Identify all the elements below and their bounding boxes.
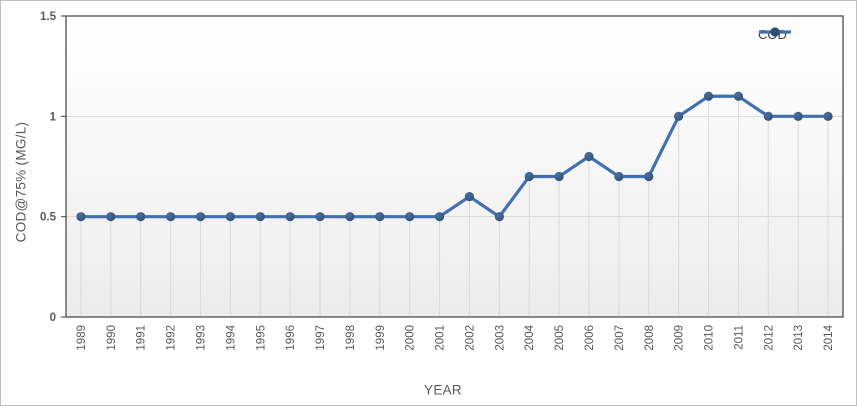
x-tick-label: 2001 <box>435 325 447 351</box>
x-tick-label: 2011 <box>733 325 745 350</box>
x-tick-label: 2007 <box>614 325 626 351</box>
data-point-2009 <box>674 111 684 121</box>
x-tick-label: 2000 <box>405 325 417 351</box>
x-tick-label: 2005 <box>554 325 566 351</box>
y-tick-label: 1 <box>50 111 57 123</box>
x-tick-label: 2012 <box>763 325 775 351</box>
data-point-1997 <box>315 212 325 222</box>
data-point-1993 <box>195 212 206 222</box>
data-point-2001 <box>434 212 445 222</box>
x-tick-label: 1995 <box>255 325 267 351</box>
x-tick-label: 2004 <box>524 324 536 350</box>
legend-line-marker-icon <box>759 27 791 37</box>
data-point-1990 <box>106 212 116 222</box>
data-point-2002 <box>464 192 475 202</box>
x-tick-label: 1991 <box>136 325 148 351</box>
data-point-1998 <box>345 212 355 222</box>
y-tick-label: 1.5 <box>40 11 57 23</box>
legend: COD <box>758 26 791 42</box>
y-axis-title: COD@75% (MG/L) <box>13 121 29 243</box>
data-point-2008 <box>644 171 654 182</box>
x-tick-label: 2013 <box>793 325 805 351</box>
x-tick-label: 1992 <box>166 325 178 351</box>
plot-border <box>65 15 844 318</box>
x-tick-label: 2006 <box>584 325 596 351</box>
x-axis-title: YEAR <box>424 382 462 398</box>
data-point-2014 <box>823 111 833 121</box>
data-point-2004 <box>524 171 534 182</box>
data-point-1992 <box>165 212 176 222</box>
x-tick-label: 2008 <box>644 325 656 351</box>
data-point-1999 <box>375 212 385 222</box>
data-point-2011 <box>733 91 744 101</box>
x-tick-label: 1993 <box>195 325 207 351</box>
data-point-1995 <box>255 212 265 222</box>
data-point-1989 <box>76 212 86 222</box>
y-tick-label: 0 <box>50 312 56 324</box>
data-point-2013 <box>793 111 803 121</box>
x-tick-label: 2003 <box>494 325 506 351</box>
x-tick-label: 1989 <box>76 325 88 351</box>
data-point-1994 <box>225 212 235 222</box>
data-point-1996 <box>285 212 295 222</box>
x-tick-label: 1999 <box>375 325 387 351</box>
data-point-2003 <box>494 212 504 222</box>
data-point-1991 <box>136 212 146 222</box>
data-point-2005 <box>554 171 564 182</box>
y-tick-label: 0.5 <box>40 212 57 224</box>
x-tick-label: 1994 <box>225 324 237 350</box>
x-tick-label: 1996 <box>285 325 297 351</box>
x-tick-label: 1990 <box>106 325 118 351</box>
series-line-cod <box>79 94 830 219</box>
data-point-2007 <box>614 171 624 182</box>
x-tick-label: 2009 <box>674 325 686 351</box>
data-point-2010 <box>703 91 714 101</box>
x-tick-label: 2010 <box>704 325 716 351</box>
data-point-2000 <box>405 212 415 222</box>
data-point-2006 <box>584 151 594 162</box>
x-tick-label: 2002 <box>464 325 476 351</box>
data-point-2012 <box>763 111 773 121</box>
x-tick-label: 2014 <box>823 324 835 350</box>
x-tick-label: 1998 <box>345 325 357 351</box>
plot-area <box>66 16 843 317</box>
x-tick-label: 1997 <box>315 325 327 351</box>
